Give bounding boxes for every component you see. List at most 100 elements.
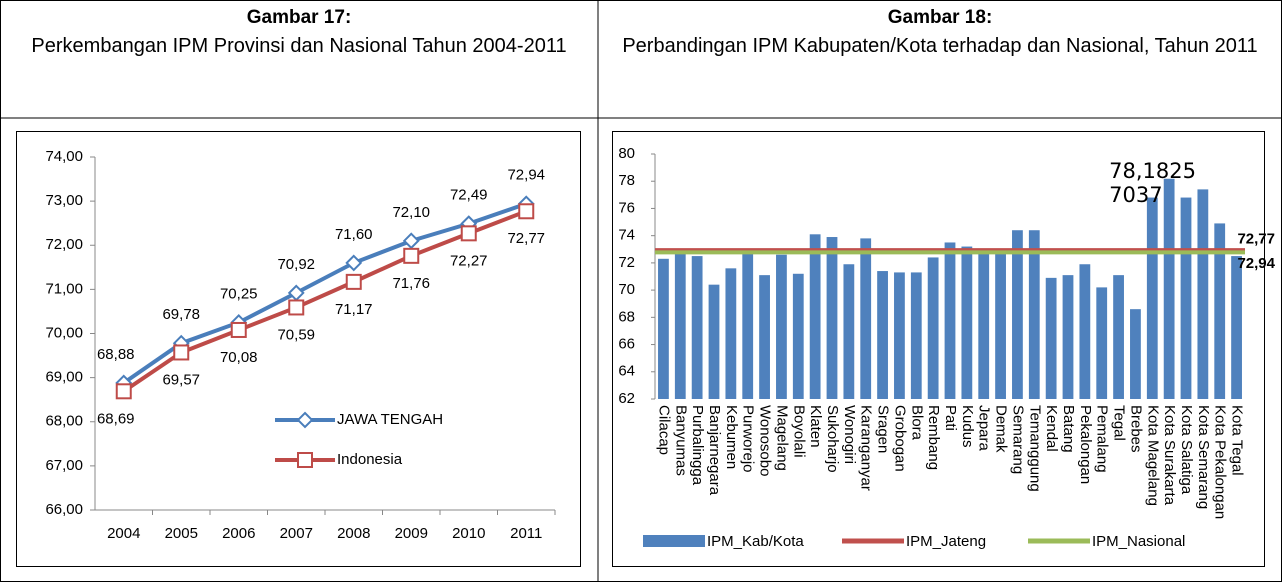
marker: [345, 254, 363, 272]
data-label: 72,10: [392, 204, 430, 221]
x-tick-label: Wonosobo: [757, 405, 774, 476]
series-line: [122, 201, 527, 385]
series-line: [122, 209, 527, 393]
bar: [1062, 275, 1074, 399]
figure-title: Gambar 17:: [246, 7, 352, 28]
x-tick-label: 2007: [280, 525, 313, 542]
bar: [843, 264, 855, 399]
bar: [1028, 230, 1040, 399]
x-tick-label: Kebumen: [723, 405, 740, 469]
x-tick-label: Pemalang: [1094, 405, 1111, 473]
legend-label: IPM_Jateng: [906, 533, 986, 550]
bar: [809, 234, 821, 399]
marker: [296, 411, 314, 429]
marker: [288, 299, 305, 316]
x-tick-label: Karanganyar: [858, 405, 875, 491]
y-tick-label: 68,00: [45, 413, 83, 430]
x-tick-label: Cilacap: [655, 405, 672, 455]
data-label: 70,59: [277, 326, 315, 343]
data-label: 71,17: [335, 301, 373, 318]
data-label-box: 78,18257037: [1109, 159, 1196, 207]
x-tick-label: Pati: [942, 405, 959, 431]
x-tick-label: Banjarnegara: [706, 405, 723, 496]
x-tick-label: 2005: [165, 525, 198, 542]
bar: [860, 238, 872, 399]
data-label: 70,25: [220, 285, 258, 302]
bar: [961, 246, 973, 399]
x-tick-label: Sragen: [875, 405, 892, 453]
bar: [995, 253, 1006, 399]
x-tick-label: Magelang: [773, 405, 790, 471]
bar: [691, 256, 703, 399]
bar: [658, 258, 669, 399]
data-label: 72,27: [450, 252, 488, 269]
x-tick-label: Semarang: [1009, 405, 1026, 474]
x-tick-label: Tegal: [1111, 405, 1128, 441]
x-tick-label: Kota Tegal: [1229, 405, 1246, 476]
bar: [1113, 275, 1124, 399]
marker: [115, 383, 132, 400]
x-tick-label: Kota Salatiga: [1178, 405, 1195, 495]
bar: [894, 272, 905, 399]
bar: [1214, 223, 1226, 399]
y-tick-label: 69,00: [45, 369, 83, 386]
figure-subtitle: Perkembangan IPM Provinsi dan Nasional T…: [31, 35, 567, 57]
x-tick-label: Kota Magelang: [1144, 405, 1161, 506]
x-tick-label: Sukoharjo: [824, 405, 841, 473]
y-tick-label: 73,00: [45, 192, 83, 209]
legend-label: JAWA TENGAH: [337, 411, 443, 428]
bar: [674, 250, 686, 399]
bar: [944, 242, 956, 399]
y-tick-label: 68: [618, 308, 635, 325]
x-tick-label: 2008: [337, 525, 370, 542]
bar: [978, 252, 990, 399]
bar: [725, 268, 737, 399]
y-tick-label: 74,00: [45, 148, 83, 165]
data-label: 72,94: [507, 167, 545, 184]
legend-label: Indonesia: [337, 451, 403, 468]
line-label: 72,77: [1237, 230, 1275, 247]
bar: [1079, 264, 1091, 399]
y-tick-label: 70,00: [45, 324, 83, 341]
y-tick-label: 70: [618, 281, 635, 298]
x-tick-label: 2004: [107, 525, 140, 542]
x-tick-label: Kota Pekalongan: [1212, 405, 1229, 519]
x-tick-label: Boyolali: [790, 405, 807, 458]
y-tick-label: 71,00: [45, 280, 83, 297]
x-tick-label: Wonogiri: [841, 405, 858, 464]
marker: [518, 203, 535, 220]
bar: [1231, 256, 1242, 399]
x-tick-label: Pekalongan: [1077, 405, 1094, 484]
bar: [1197, 189, 1209, 399]
x-tick-label: 2009: [395, 525, 428, 542]
x-tick-label: Batang: [1060, 405, 1077, 453]
y-tick-label: 78: [618, 172, 635, 189]
x-tick-label: Jepara: [976, 405, 993, 452]
bar: [927, 257, 939, 399]
figure-subtitle: Perbandingan IPM Kabupaten/Kota terhadap…: [622, 35, 1258, 57]
data-label: 69,57: [162, 371, 200, 388]
bar: [1012, 230, 1023, 399]
chart-frame: [16, 131, 581, 567]
x-tick-label: Purbalingga: [689, 405, 706, 486]
data-label: 68,69: [97, 410, 135, 427]
y-tick-label: 80: [618, 145, 635, 162]
x-tick-label: Kota Semarang: [1195, 405, 1212, 509]
marker: [173, 344, 190, 361]
bar: [1045, 277, 1057, 399]
bar: [708, 284, 720, 399]
x-tick-label: Grobogan: [891, 405, 908, 472]
line-label: 72,94: [1237, 255, 1275, 272]
y-tick-label: 62: [618, 390, 635, 407]
legend-label: IPM_Nasional: [1092, 533, 1185, 550]
legend-swatch: [643, 535, 705, 547]
data-label: 78,18257037: [1109, 159, 1196, 207]
x-tick-label: Brebes: [1127, 405, 1144, 453]
marker: [297, 452, 313, 468]
bar: [826, 237, 838, 399]
marker: [345, 273, 362, 290]
data-label: 72,77: [507, 230, 545, 247]
legend-label: IPM_Kab/Kota: [707, 533, 804, 550]
header-cell: Gambar 18: Perbandingan IPM Kabupaten/Ko…: [608, 0, 1272, 118]
bar: [877, 271, 888, 399]
